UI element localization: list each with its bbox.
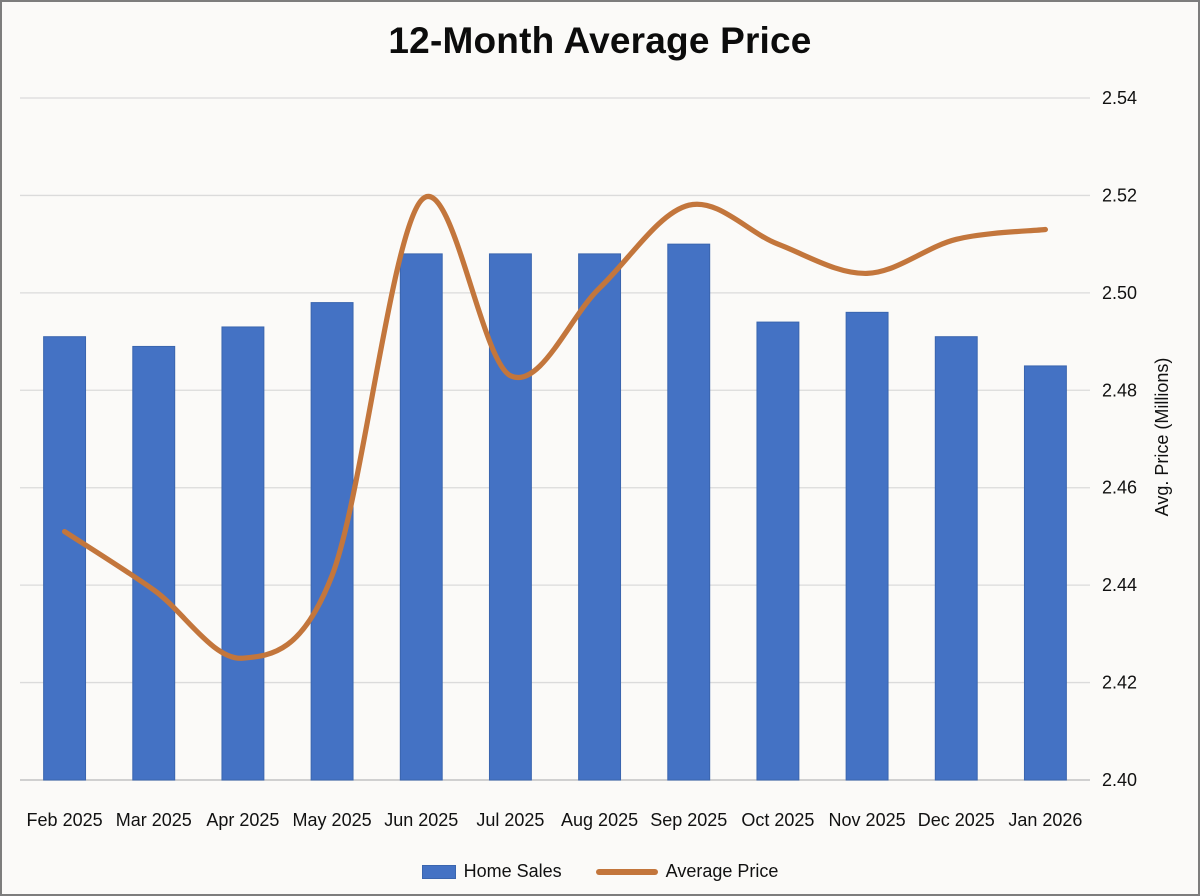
bar-home-sales[interactable] (1023, 365, 1067, 781)
y-tick-label: 2.42 (1102, 673, 1137, 693)
x-tick-label: Nov 2025 (829, 810, 906, 830)
bar-home-sales[interactable] (667, 243, 711, 781)
legend-home-sales-label: Home Sales (463, 861, 562, 881)
home-sales-swatch-icon (421, 864, 456, 879)
legend-item-average-price[interactable]: Average Price (595, 861, 779, 882)
right-axis-title: Avg. Price (Millions) (1152, 358, 1172, 517)
x-tick-label: Mar 2025 (116, 810, 192, 830)
legend-item-home-sales[interactable]: Home Sales (421, 861, 562, 882)
chart-title: 12-Month Average Price (388, 20, 812, 61)
x-tick-label: Jul 2025 (476, 810, 544, 830)
bar-home-sales[interactable] (132, 345, 176, 781)
y-tick-label: 2.44 (1102, 575, 1137, 595)
bar-home-sales[interactable] (488, 253, 532, 781)
y-tick-label: 2.40 (1102, 770, 1137, 790)
x-tick-label: Jun 2025 (384, 810, 458, 830)
chart-legend: Home Sales Average Price (0, 861, 1200, 882)
x-tick-label: Jan 2026 (1008, 810, 1082, 830)
y-tick-label: 2.50 (1102, 283, 1137, 303)
bar-home-sales[interactable] (310, 302, 354, 781)
average-price-line[interactable] (61, 194, 1048, 661)
x-tick-label: Apr 2025 (206, 810, 279, 830)
x-tick-label: Oct 2025 (741, 810, 814, 830)
y-tick-label: 2.52 (1102, 185, 1137, 205)
x-tick-label: Feb 2025 (27, 810, 103, 830)
bar-home-sales[interactable] (221, 326, 265, 781)
bar-home-sales[interactable] (756, 321, 800, 781)
x-tick-label: Dec 2025 (918, 810, 995, 830)
x-tick-label: Sep 2025 (650, 810, 727, 830)
y-tick-label: 2.48 (1102, 380, 1137, 400)
x-tick-label: May 2025 (293, 810, 372, 830)
x-tick-label: Aug 2025 (561, 810, 638, 830)
bar-home-sales[interactable] (43, 336, 87, 781)
y-tick-label: 2.54 (1102, 88, 1137, 108)
bar-home-sales[interactable] (934, 336, 978, 781)
average-price-swatch-icon (595, 868, 658, 875)
bar-home-sales[interactable] (578, 253, 622, 781)
bar-home-sales[interactable] (399, 253, 443, 781)
bar-home-sales[interactable] (845, 311, 889, 781)
y-tick-label: 2.46 (1102, 478, 1137, 498)
legend-average-price-label: Average Price (665, 861, 779, 881)
